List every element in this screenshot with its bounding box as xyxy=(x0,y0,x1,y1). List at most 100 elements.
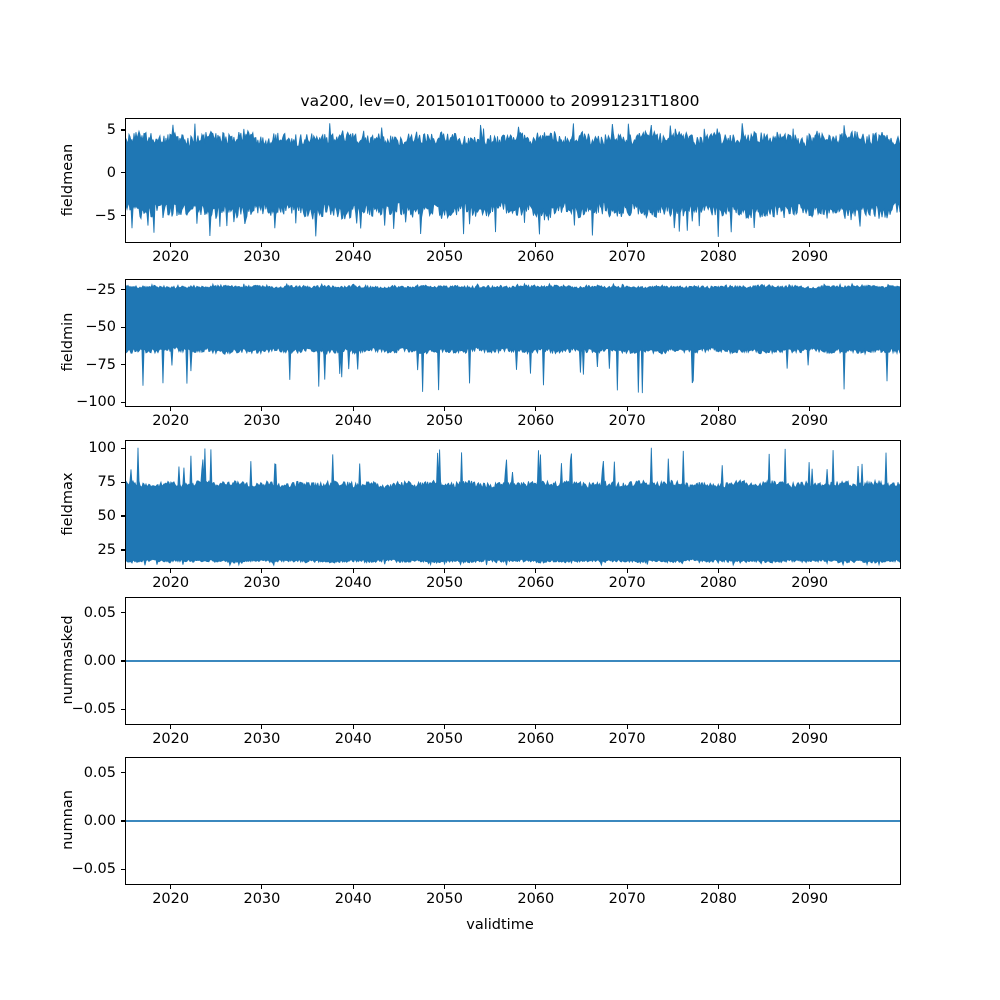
y-tick-mark xyxy=(121,326,125,328)
x-tick-label: 2070 xyxy=(608,413,646,429)
y-axis-label-nummasked: nummasked xyxy=(60,615,76,705)
y-tick-label: −100 xyxy=(76,394,116,411)
y-tick-mark xyxy=(121,401,125,404)
x-tick-mark xyxy=(809,885,811,889)
x-tick-label: 2070 xyxy=(608,575,646,591)
x-tick-label: 2020 xyxy=(152,731,190,747)
x-tick-mark xyxy=(626,569,628,573)
x-tick-mark xyxy=(717,407,719,411)
x-tick-mark xyxy=(626,243,628,247)
x-tick-mark xyxy=(809,569,811,573)
y-tick-mark xyxy=(121,172,125,174)
y-tick-label: −0.05 xyxy=(71,861,116,878)
x-tick-label: 2040 xyxy=(334,731,372,747)
y-tick-label: 5 xyxy=(106,121,116,138)
x-tick-mark xyxy=(717,243,719,247)
y-tick-label: 100 xyxy=(88,440,116,457)
x-tick-label: 2030 xyxy=(243,249,281,265)
plot-area xyxy=(126,441,900,568)
x-tick-mark xyxy=(809,243,811,247)
plot-area xyxy=(126,280,900,406)
x-tick-mark xyxy=(352,885,354,889)
x-tick-mark xyxy=(535,243,537,247)
y-tick-mark xyxy=(121,708,125,711)
y-axis-label-fieldmax: fieldmax xyxy=(60,472,76,535)
x-tick-mark xyxy=(626,725,628,729)
y-tick-mark xyxy=(121,660,125,662)
x-tick-label: 2080 xyxy=(699,413,737,429)
plot-panel-fieldmean xyxy=(125,118,901,243)
x-tick-mark xyxy=(170,243,172,247)
x-tick-label: 2060 xyxy=(517,413,555,429)
x-tick-label: 2040 xyxy=(334,575,372,591)
y-tick-label: 50 xyxy=(97,508,116,525)
x-tick-mark xyxy=(535,885,537,889)
x-tick-mark xyxy=(261,885,263,889)
data-series-fieldmax xyxy=(126,447,900,567)
x-tick-mark xyxy=(352,243,354,247)
x-tick-mark xyxy=(261,407,263,411)
y-tick-label: −50 xyxy=(85,319,116,336)
y-tick-mark xyxy=(121,611,125,614)
x-tick-label: 2090 xyxy=(791,575,829,591)
y-tick-mark xyxy=(121,820,125,822)
y-axis-label-fieldmean: fieldmean xyxy=(60,143,76,216)
y-tick-mark xyxy=(121,868,125,871)
y-tick-label: 0.00 xyxy=(83,653,116,669)
x-tick-label: 2040 xyxy=(334,413,372,429)
x-tick-label: 2080 xyxy=(699,731,737,747)
x-tick-label: 2060 xyxy=(517,249,555,265)
x-tick-mark xyxy=(261,243,263,247)
plot-panel-fieldmax xyxy=(125,440,901,569)
x-tick-label: 2030 xyxy=(243,731,281,747)
x-tick-label: 2050 xyxy=(426,413,463,429)
y-tick-label: −75 xyxy=(85,356,116,373)
y-tick-label: −25 xyxy=(85,281,116,298)
x-tick-mark xyxy=(443,407,446,411)
x-tick-label: 2050 xyxy=(426,249,463,265)
x-tick-label: 2070 xyxy=(608,731,646,747)
y-tick-label: −5 xyxy=(94,207,116,224)
x-tick-mark xyxy=(261,569,263,573)
x-tick-mark xyxy=(717,569,719,573)
x-tick-label: 2050 xyxy=(426,891,463,907)
x-tick-label: 2020 xyxy=(152,575,190,591)
x-tick-label: 2020 xyxy=(152,891,190,907)
plot-panel-fieldmin xyxy=(125,279,901,407)
data-series-numnan xyxy=(126,820,900,822)
x-tick-label: 2030 xyxy=(243,891,281,907)
x-tick-label: 2030 xyxy=(243,575,281,591)
x-tick-mark xyxy=(626,885,628,889)
y-tick-mark xyxy=(121,129,125,131)
x-tick-label: 2070 xyxy=(608,891,646,907)
y-tick-mark xyxy=(121,515,125,517)
x-tick-mark xyxy=(717,725,719,729)
plot-area xyxy=(126,598,900,724)
y-tick-mark xyxy=(121,215,125,217)
x-tick-mark xyxy=(352,725,354,729)
x-tick-label: 2070 xyxy=(608,249,646,265)
x-tick-mark xyxy=(170,885,172,889)
x-tick-mark xyxy=(443,885,446,889)
plot-area xyxy=(126,758,900,884)
data-series-nummasked xyxy=(126,660,900,662)
x-tick-label: 2050 xyxy=(426,575,463,591)
x-tick-label: 2020 xyxy=(152,249,190,265)
x-tick-mark xyxy=(809,407,811,411)
data-series-fieldmin xyxy=(126,282,900,394)
x-tick-label: 2020 xyxy=(152,413,190,429)
x-tick-mark xyxy=(170,569,172,573)
x-tick-label: 2030 xyxy=(243,413,281,429)
y-tick-mark xyxy=(121,481,125,483)
x-tick-label: 2090 xyxy=(791,731,829,747)
x-axis-label: validtime xyxy=(466,917,534,933)
x-tick-label: 2090 xyxy=(791,413,829,429)
y-tick-label: 0.05 xyxy=(83,764,116,781)
x-tick-label: 2040 xyxy=(334,891,372,907)
x-tick-mark xyxy=(443,725,446,729)
x-tick-mark xyxy=(170,407,172,411)
x-tick-label: 2080 xyxy=(699,575,737,591)
plot-panel-nummasked xyxy=(125,597,901,725)
y-tick-mark xyxy=(121,771,125,774)
